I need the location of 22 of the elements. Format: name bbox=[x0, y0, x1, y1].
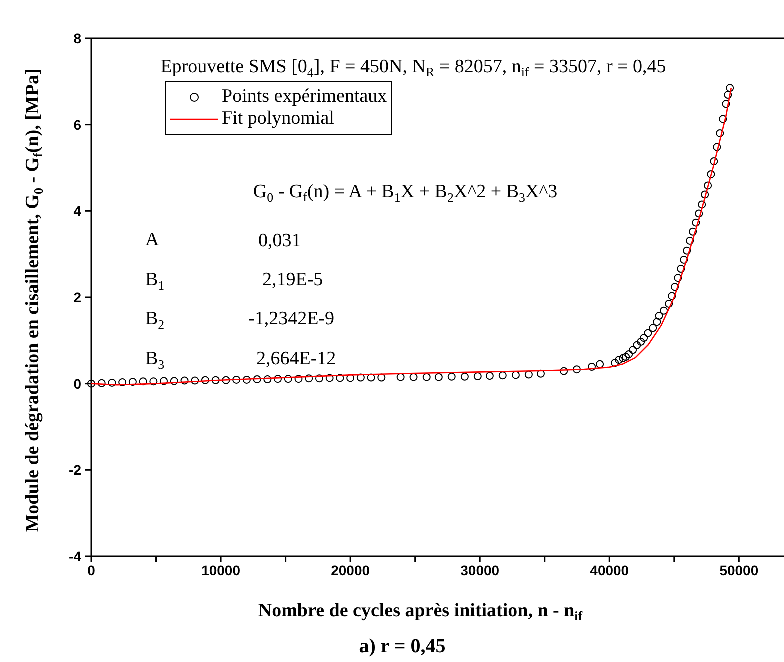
y-axis-title: Module de dégradation en cisaillement, G0 - Gf(n), [MPa] bbox=[22, 68, 46, 532]
annotation: 0,031 bbox=[258, 230, 302, 252]
y-tick-label: 2 bbox=[74, 290, 82, 306]
annotation: A bbox=[146, 230, 160, 251]
annotation: -1,2342E-9 bbox=[248, 308, 335, 330]
x-tick-label: 30000 bbox=[460, 562, 500, 578]
y-tick-label: -4 bbox=[69, 548, 82, 564]
y-tick-label: -2 bbox=[69, 462, 82, 478]
x-tick-label: 40000 bbox=[590, 562, 630, 578]
y-tick-label: 8 bbox=[74, 30, 82, 46]
legend-label: Points expérimentaux bbox=[222, 86, 388, 108]
x-tick-label: 50000 bbox=[720, 562, 759, 578]
text: a) r = 0,45 bbox=[359, 636, 446, 658]
legend-label: Fit polynomial bbox=[222, 108, 334, 130]
y-tick-label: 0 bbox=[74, 376, 82, 392]
annotation: 2,19E-5 bbox=[262, 270, 324, 291]
x-tick-label: 0 bbox=[88, 562, 96, 578]
y-tick-label: 6 bbox=[74, 116, 82, 133]
annotation: 2,664E-12 bbox=[256, 348, 336, 370]
y-tick-label: 4 bbox=[74, 203, 82, 220]
x-tick-label: 20000 bbox=[331, 562, 370, 578]
x-tick-label: 10000 bbox=[202, 562, 241, 578]
